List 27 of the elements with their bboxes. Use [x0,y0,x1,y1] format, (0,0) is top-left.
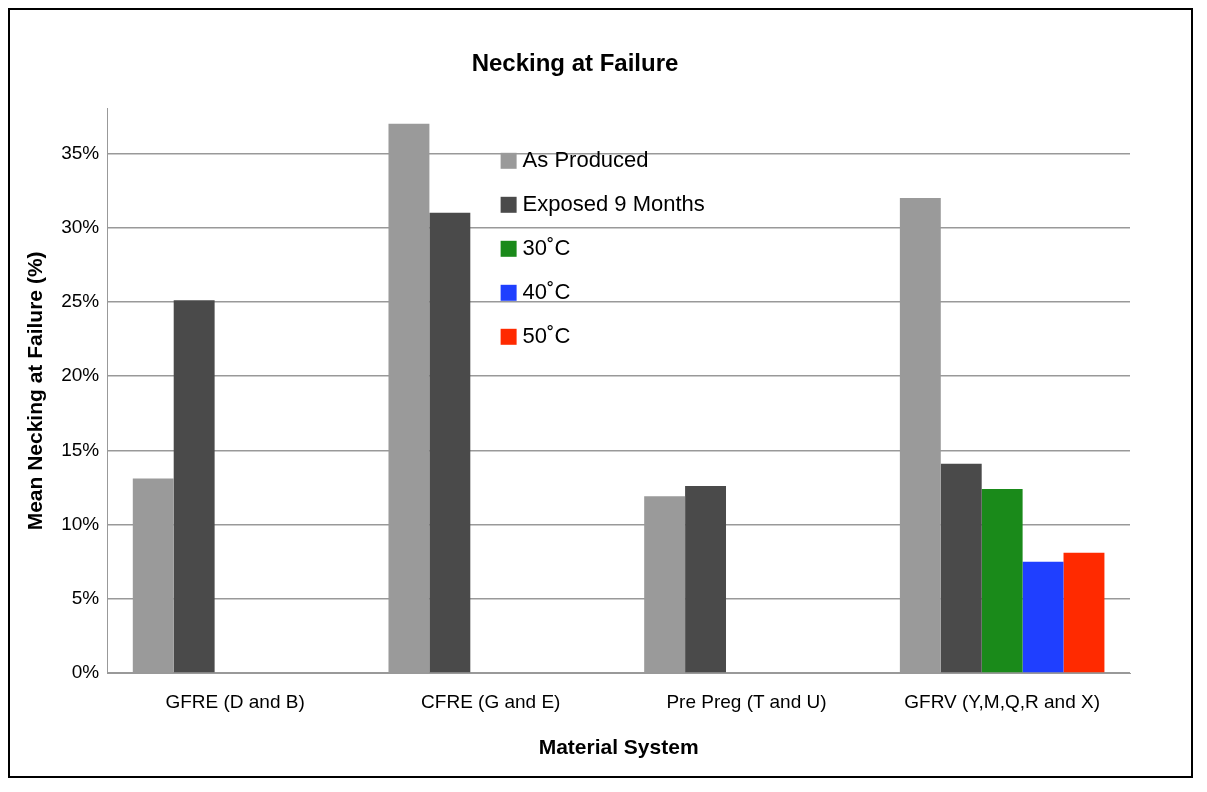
y-tick-label: 10% [61,512,100,534]
bar [940,463,982,673]
legend-label: Exposed 9 Months [522,190,705,216]
legend-label: 40˚C [522,278,571,304]
y-tick-label: 25% [61,290,100,312]
x-tick-label: GFRV (Y,M,Q,R and X) [904,690,1100,712]
chart-title: Necking at Failure [471,49,679,77]
bar [173,300,215,673]
legend-label: 30˚C [522,234,571,260]
bar [429,212,471,673]
bar [981,488,1023,673]
y-tick-label: 0% [71,661,100,683]
y-axis-title: Mean Necking at Failure (%) [23,251,47,531]
y-tick-label: 20% [61,364,100,386]
legend-label: As Produced [522,146,649,172]
bar [1022,561,1064,673]
x-tick-label: Pre Preg (T and U) [666,690,827,712]
x-tick-label: CFRE (G and E) [421,690,561,712]
y-tick-label: 5% [71,587,100,608]
y-tick-label: 35% [61,141,100,163]
x-axis-title: Material System [538,735,699,759]
x-tick-label: GFRE (D and B) [165,690,305,712]
bar [1063,552,1105,673]
y-tick-label: 15% [61,438,100,460]
bar [685,485,727,673]
y-tick-label: 30% [61,215,100,237]
legend-label: 50˚C [522,322,571,348]
